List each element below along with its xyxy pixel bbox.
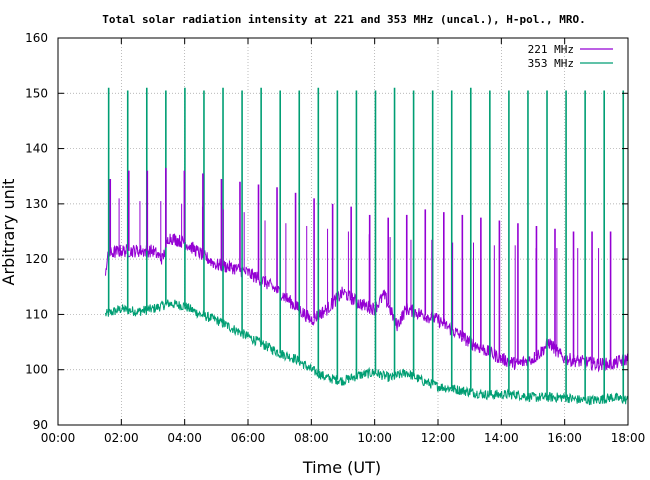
chart-title: Total solar radiation intensity at 221 a… (102, 13, 585, 26)
legend-label-221: 221 MHz (528, 43, 574, 56)
x-tick-label: 16:00 (547, 431, 582, 445)
x-tick-label: 14:00 (484, 431, 519, 445)
series-line-221-mhz (105, 233, 629, 373)
y-axis-label: Arbitrary unit (0, 179, 18, 286)
y-tick-label: 130 (25, 197, 48, 211)
y-tick-label: 120 (25, 252, 48, 266)
x-axis-label: Time (UT) (302, 458, 381, 477)
x-tick-label: 12:00 (421, 431, 456, 445)
x-tick-label: 18:00 (611, 431, 646, 445)
legend: 221 MHz 353 MHz (528, 43, 613, 70)
y-tick-label: 150 (25, 86, 48, 100)
x-tick-label: 06:00 (231, 431, 266, 445)
x-tick-label: 00:00 (41, 431, 76, 445)
legend-label-353: 353 MHz (528, 57, 574, 70)
x-tick-label: 08:00 (294, 431, 329, 445)
x-tick-label: 10:00 (357, 431, 392, 445)
y-tick-label: 110 (25, 307, 48, 321)
axis-ticks: 00:00 02:00 04:00 06:00 08:00 10:00 12:00 14:00… (25, 31, 645, 445)
x-tick-label: 04:00 (167, 431, 202, 445)
y-tick-label: 160 (25, 31, 48, 45)
series-line-353-mhz (105, 299, 629, 406)
y-tick-label: 140 (25, 142, 48, 156)
y-tick-label: 90 (33, 418, 48, 432)
y-tick-label: 100 (25, 363, 48, 377)
plot-frame (57, 37, 629, 426)
grid (58, 38, 628, 425)
plot-area (105, 87, 629, 406)
x-tick-label: 02:00 (104, 431, 139, 445)
